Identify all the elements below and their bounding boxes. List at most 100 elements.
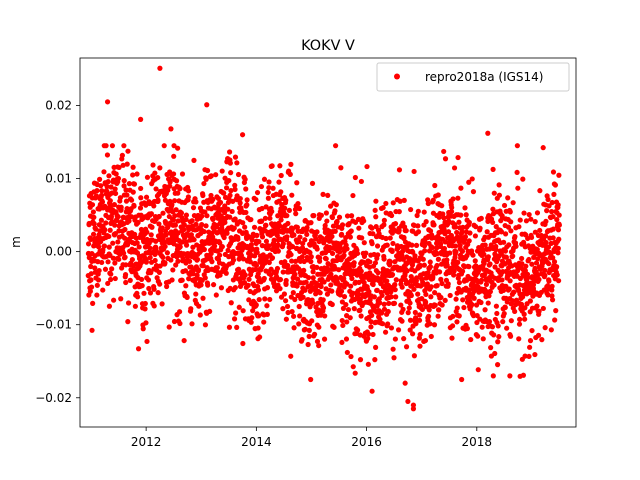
data-point [485,130,491,136]
data-point [421,262,427,268]
data-point [165,187,171,193]
data-point [101,243,108,249]
data-point [266,179,272,185]
data-point [372,357,378,363]
data-point [501,239,507,245]
data-point [338,165,344,171]
data-point [512,308,518,315]
data-point [234,324,240,330]
data-point [531,254,537,260]
data-point [144,229,150,235]
data-point [339,317,345,324]
data-point [528,216,534,222]
data-point [308,220,314,226]
data-point [478,215,484,221]
data-point [205,282,211,288]
data-point [239,132,246,138]
data-point [289,258,295,264]
data-point [120,162,126,168]
data-point [234,160,240,166]
data-point [317,255,323,261]
data-point [517,217,523,223]
data-point [328,282,334,288]
data-point [556,222,562,228]
data-point [479,324,485,330]
data-point [283,316,289,322]
data-point [127,277,133,283]
data-point [167,179,173,185]
data-point [507,278,513,284]
data-point [244,202,250,208]
data-point [550,226,556,232]
data-point [231,316,238,322]
data-point [284,303,291,310]
data-point [446,218,452,224]
data-point [534,303,540,309]
data-point [160,210,166,216]
data-point [449,335,455,341]
data-point [172,222,178,228]
data-point [275,213,281,219]
data-point [136,244,142,250]
x-tick-label: 2018 [462,435,493,449]
data-point [237,200,243,206]
data-point [502,304,508,311]
data-point [412,309,418,316]
data-point [472,258,478,264]
data-point [434,250,440,257]
data-point [532,351,538,358]
data-point [274,265,281,272]
data-point [240,308,246,314]
data-point [106,244,112,250]
data-point [481,260,487,266]
data-point [341,275,347,282]
data-point [153,186,159,192]
data-point [162,260,168,266]
data-point [121,183,127,189]
data-point [284,234,290,240]
data-point [183,212,190,218]
data-point [275,248,281,254]
data-point [232,186,238,192]
data-point [490,373,496,379]
data-point [453,243,459,249]
data-point [424,281,430,287]
data-point [316,324,322,330]
y-axis: −0.02 −0.01 0.00 0.01 0.02 [35,98,80,405]
data-point [365,361,371,367]
data-point [104,183,110,190]
data-point [551,191,557,197]
data-point [391,300,398,306]
data-point [504,325,510,331]
data-point [414,212,420,219]
data-point [210,216,216,223]
data-point [121,178,127,184]
data-point [395,327,402,333]
data-point [386,300,392,306]
data-point [368,324,374,330]
data-point [478,299,484,306]
data-point [203,223,209,229]
data-point [223,185,230,191]
data-point [105,179,111,185]
data-point [460,297,466,303]
data-point [258,183,265,190]
data-point [150,162,156,168]
data-point [126,218,132,224]
data-point [444,257,450,263]
data-point [119,152,125,158]
data-point [164,250,170,256]
data-point [388,294,394,300]
data-point [397,198,403,204]
data-point [217,240,223,246]
data-point [496,334,502,340]
data-point [254,249,260,256]
data-point [131,181,138,187]
data-point [214,224,220,230]
data-point [503,254,509,260]
data-point [89,202,96,208]
data-point [473,224,479,230]
data-point [123,279,129,286]
data-point [243,186,249,192]
data-point [411,168,417,175]
